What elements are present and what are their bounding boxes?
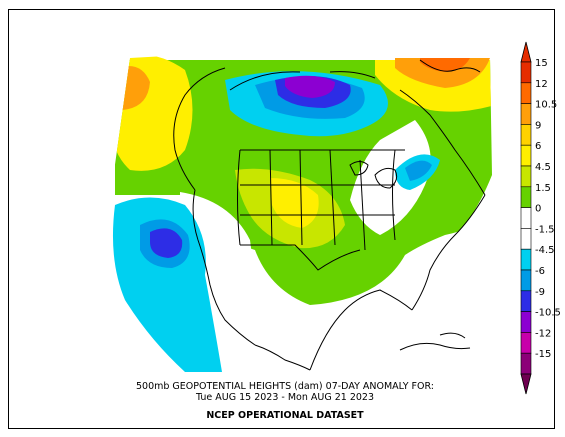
legend-swatch — [520, 82, 532, 104]
caption-line-3: NCEP OPERATIONAL DATASET — [206, 410, 364, 421]
legend-label: -15 — [535, 349, 551, 360]
legend-label: 6 — [535, 141, 541, 152]
neutral-east — [350, 120, 431, 235]
legend-swatch — [520, 269, 532, 292]
legend-label: 0 — [535, 204, 541, 215]
legend-swatch — [520, 311, 532, 333]
legend-swatch — [520, 165, 532, 188]
legend-swatch — [520, 144, 532, 167]
legend-label: 15 — [535, 58, 548, 69]
legend-label: -9 — [535, 287, 545, 298]
legend-label: -12 — [535, 328, 551, 339]
legend-arrow-bottom — [520, 373, 532, 395]
positive-northeast-max — [420, 58, 470, 72]
legend-label: -4.5 — [535, 245, 555, 256]
coastlines — [173, 59, 486, 371]
legend-swatch — [520, 124, 532, 146]
map-frame — [8, 9, 555, 429]
legend-swatch — [520, 61, 532, 84]
legend-swatch — [520, 332, 532, 354]
negative-arctic-max — [285, 75, 335, 98]
legend-label: -10.5 — [535, 308, 561, 319]
legend-label: -6 — [535, 266, 545, 277]
caption-line-1: 500mb GEOPOTENTIAL HEIGHTS (dam) 07-DAY … — [136, 381, 434, 392]
legend-swatch — [520, 228, 532, 250]
legend-label: -1.5 — [535, 224, 555, 235]
legend-swatch — [520, 103, 532, 125]
legend-swatch — [520, 248, 532, 271]
legend-arrow-top — [520, 41, 532, 63]
legend-label: 10.5 — [535, 100, 557, 111]
legend-label: 4.5 — [535, 162, 551, 173]
legend-label: 12 — [535, 79, 548, 90]
negative-great-lakes-core — [405, 160, 432, 181]
legend-swatch — [520, 207, 532, 229]
legend-label: 1.5 — [535, 183, 551, 194]
legend-swatch — [520, 290, 532, 312]
caption-line-2: Tue AUG 15 2023 - Mon AUG 21 2023 — [196, 392, 374, 403]
negative-core-west — [150, 228, 183, 258]
legend-swatch — [520, 186, 532, 208]
legend-label: 9 — [535, 120, 541, 131]
legend-swatch — [520, 352, 532, 375]
positive-northeast-core — [395, 58, 490, 88]
